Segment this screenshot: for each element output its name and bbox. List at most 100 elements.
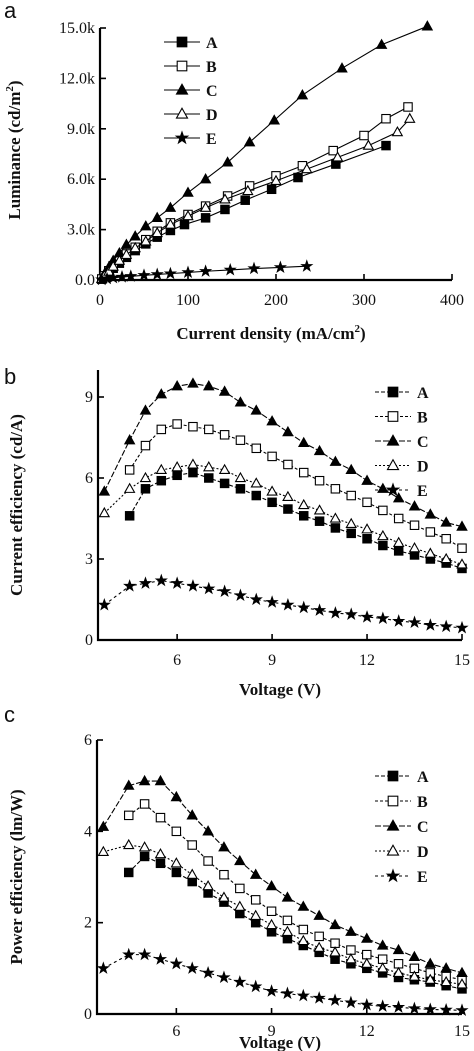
data-point (360, 997, 374, 1011)
data-point (120, 238, 133, 249)
data-point (408, 970, 421, 981)
data-point (123, 434, 136, 445)
data-point (219, 430, 230, 440)
y-tick-label: 6 (85, 470, 93, 487)
data-point (235, 435, 246, 445)
data-point (187, 458, 199, 469)
data-point (456, 520, 468, 531)
data-point (200, 213, 211, 223)
data-point (139, 235, 152, 246)
data-point (282, 915, 293, 926)
data-point (203, 380, 215, 391)
data-point (240, 195, 250, 205)
data-point (314, 516, 325, 526)
legend-marker (176, 36, 188, 48)
y-tick-label: 0 (85, 632, 93, 649)
legend-item-A: A (375, 385, 429, 402)
y-axis-title-text: Current efficiency (cd/A) (7, 414, 26, 596)
data-point (156, 475, 167, 486)
data-point (298, 924, 309, 935)
data-point (106, 270, 120, 284)
data-point (345, 953, 357, 964)
series-B (124, 419, 467, 553)
data-point (203, 461, 215, 472)
data-point (329, 512, 342, 523)
data-point (138, 774, 151, 786)
data-point (423, 618, 437, 631)
legend-label: C (417, 434, 429, 451)
x-axis-title-text: Voltage (V) (239, 680, 321, 699)
series-A (97, 140, 391, 284)
data-point (155, 463, 168, 475)
y-tick-label: 0.0 (75, 272, 95, 289)
data-point (408, 500, 421, 511)
data-point (296, 89, 309, 100)
data-point (153, 952, 168, 965)
x-axis-title: Voltage (V) (239, 1033, 321, 1051)
data-point (329, 455, 342, 466)
data-point (282, 425, 294, 437)
legend-marker (385, 868, 401, 883)
data-point (115, 270, 129, 283)
legend-label: C (417, 819, 429, 836)
data-point (331, 151, 344, 162)
series-E (97, 573, 469, 634)
data-point (280, 986, 295, 1000)
data-point (408, 542, 421, 553)
data-point (441, 533, 451, 544)
data-point (313, 504, 326, 515)
data-point (140, 440, 151, 451)
legend-marker (387, 770, 399, 782)
data-point (219, 869, 229, 880)
series-line (102, 780, 463, 974)
data-point (264, 984, 279, 997)
data-point (328, 145, 338, 156)
data-point (455, 1003, 469, 1016)
data-point (242, 184, 254, 196)
data-point (424, 508, 437, 519)
data-point (138, 947, 152, 961)
data-point (221, 156, 234, 167)
data-point (456, 966, 468, 978)
data-point (297, 900, 310, 911)
data-point (281, 597, 295, 611)
data-point (137, 268, 151, 281)
data-point (456, 558, 468, 569)
data-point (409, 520, 420, 530)
data-point (140, 484, 151, 494)
legend-label: A (417, 385, 429, 402)
legend-item-C: C (164, 83, 218, 100)
data-point (424, 973, 437, 984)
data-point (281, 925, 294, 936)
data-point (124, 511, 135, 521)
y-axis-title-end: ) (5, 80, 24, 86)
data-point (392, 966, 405, 978)
legend-item-D: D (375, 844, 429, 861)
legend-marker (387, 795, 399, 807)
chart-panel-c: c 6 9 12 15 0 2 4 6 Voltage (V) Power efficiency (… (4, 702, 470, 1051)
data-point (393, 546, 404, 556)
series-line (104, 580, 463, 629)
x-tick-label: 12 (359, 1023, 375, 1040)
data-point (345, 517, 357, 529)
data-point (440, 516, 452, 527)
data-point (267, 497, 277, 508)
data-point (220, 204, 230, 215)
data-point (282, 490, 294, 502)
data-point (218, 584, 232, 598)
data-point (346, 945, 356, 955)
x-tick-label: 9 (268, 1023, 276, 1040)
data-point (234, 854, 246, 866)
data-point (376, 939, 389, 950)
data-point (171, 461, 183, 472)
data-point (129, 241, 141, 253)
data-point (223, 262, 237, 276)
data-point (122, 947, 136, 961)
data-point (393, 959, 404, 969)
data-point (250, 895, 261, 905)
data-point (163, 266, 177, 280)
data-point (151, 226, 163, 238)
data-point (249, 979, 263, 993)
data-point (123, 579, 137, 592)
panel-letter: a (4, 0, 17, 23)
